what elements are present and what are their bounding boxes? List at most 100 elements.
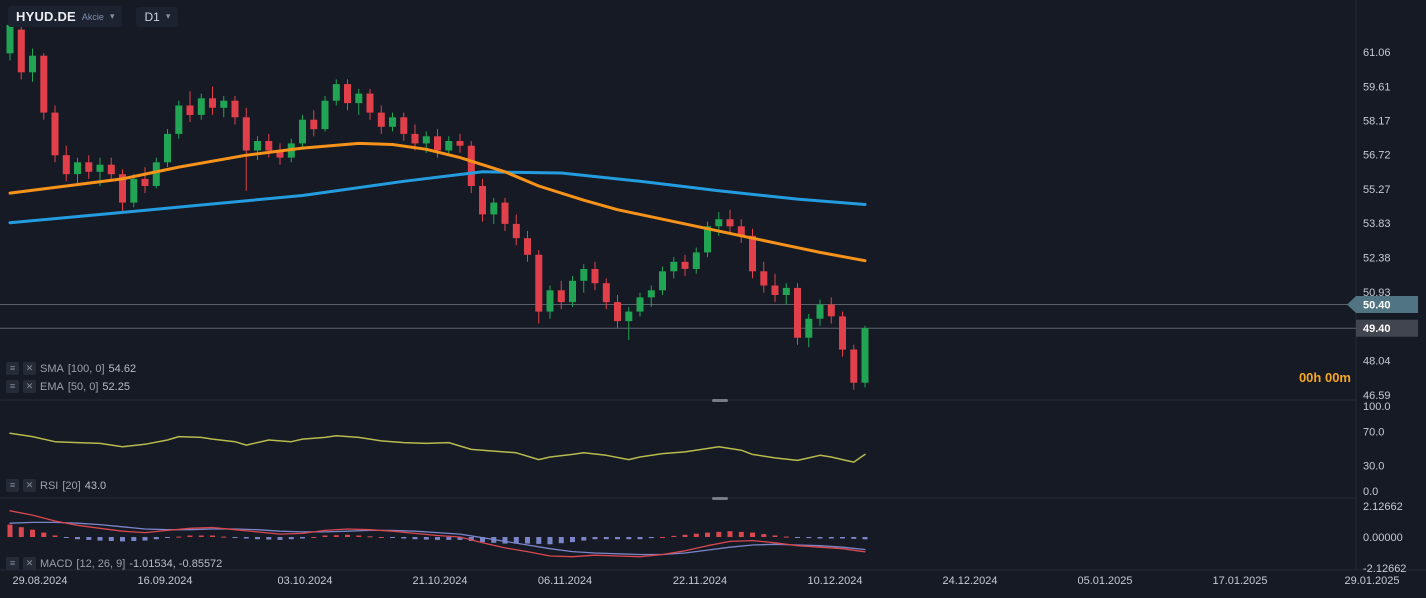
time-tick-label: 06.11.2024 — [538, 575, 592, 587]
legend-macd-value: -1.01534, -0.85572 — [129, 557, 223, 570]
symbol-selector[interactable]: HYUD.DE Akcie ▾ — [8, 6, 123, 27]
level-price-badge[interactable] — [1347, 296, 1418, 313]
time-tick-label: 03.10.2024 — [277, 575, 332, 587]
legend-rsi: ≡ ✕ RSI [20] 43.0 — [6, 478, 106, 493]
timeframe-selector[interactable]: D1 ▾ — [136, 6, 179, 27]
candle-body — [107, 164, 115, 175]
macd-histogram-bar — [682, 534, 688, 537]
macd-line — [9, 510, 866, 558]
settings-icon[interactable]: ≡ — [6, 479, 19, 492]
rsi-tick-label: 100.0 — [1363, 401, 1391, 413]
macd-histogram-bar — [615, 537, 620, 540]
candle-body — [782, 287, 790, 295]
candle-body — [130, 178, 138, 203]
macd-histogram-bar — [401, 537, 407, 539]
close-icon[interactable]: ✕ — [23, 479, 36, 492]
price-tick-label: 58.17 — [1363, 115, 1391, 127]
legend-sma-name: SMA — [40, 362, 64, 375]
time-tick-label: 16.09.2024 — [137, 575, 192, 587]
candle-body — [524, 238, 531, 255]
macd-histogram-bar — [648, 537, 654, 539]
macd-histogram-bar — [705, 532, 710, 537]
candle-body — [569, 280, 576, 303]
candle-body — [512, 223, 520, 239]
close-icon[interactable]: ✕ — [23, 362, 36, 375]
candle-body — [265, 141, 273, 151]
macd-histogram-bar — [288, 537, 294, 540]
macd-histogram-bar — [52, 535, 58, 537]
candle-body — [490, 202, 498, 215]
candle-body — [411, 133, 419, 144]
macd-histogram-bar — [187, 535, 193, 537]
overlay-legends: ≡ ✕ SMA [100, 0] 54.62 ≡ ✕ EMA [50, 0] 5… — [6, 361, 136, 397]
macd-histogram-bar — [581, 537, 587, 541]
time-tick-label: 17.01.2025 — [1212, 575, 1267, 587]
candle-body — [175, 105, 183, 134]
macd-histogram-bar — [806, 537, 812, 539]
price-tick-label: 46.59 — [1363, 390, 1391, 402]
macd-histogram-bar — [772, 535, 778, 537]
candle-body — [366, 93, 374, 113]
ema50-line — [8, 141, 867, 263]
macd-histogram-bar — [63, 537, 69, 538]
candle-body — [74, 162, 81, 175]
macd-histogram-bar — [570, 537, 575, 543]
macd-histogram-bar — [480, 537, 485, 543]
candle-body — [591, 269, 599, 284]
time-tick-label: 24.12.2024 — [942, 575, 997, 587]
macd-histogram-bar — [671, 535, 677, 537]
candle-body — [456, 141, 464, 146]
settings-icon[interactable]: ≡ — [6, 362, 19, 375]
candle-body — [501, 202, 509, 224]
macd-histogram-bar — [232, 537, 238, 538]
candle-body — [535, 254, 543, 312]
candle-body — [85, 162, 93, 172]
candle-body — [692, 252, 700, 269]
candle-body — [434, 136, 441, 151]
macd-histogram-bar — [176, 536, 182, 538]
candle-body — [276, 150, 284, 158]
close-icon[interactable]: ✕ — [23, 380, 36, 393]
candle-body — [557, 290, 565, 303]
sma100-line — [8, 170, 867, 225]
settings-icon[interactable]: ≡ — [6, 557, 19, 570]
time-tick-label: 10.12.2024 — [807, 575, 862, 587]
candle-body — [771, 285, 779, 295]
macd-histogram-bar — [243, 537, 249, 539]
legend-sma-params: [100, 0] — [67, 362, 105, 375]
legend-rsi-name: RSI — [40, 479, 59, 492]
candle-body — [29, 55, 36, 73]
macd-histogram-bar — [446, 537, 452, 540]
close-icon[interactable]: ✕ — [23, 557, 36, 570]
candle-body — [242, 117, 250, 151]
settings-icon[interactable]: ≡ — [6, 380, 19, 393]
price-tick-label: 59.61 — [1363, 81, 1391, 93]
legend-rsi-params: [20] — [62, 479, 81, 492]
macd-histogram-bar — [592, 537, 598, 540]
macd-histogram-bar — [378, 537, 384, 538]
candle-body — [96, 164, 104, 172]
macd-histogram-bar — [435, 537, 440, 540]
macd-histogram-bar — [828, 537, 834, 539]
macd-histogram-bar — [210, 535, 215, 537]
candle-body — [636, 297, 644, 312]
macd-histogram-bar — [165, 537, 170, 538]
time-tick-label: 22.11.2024 — [673, 575, 727, 587]
rsi-tick-label: 30.0 — [1363, 461, 1384, 473]
pane-resize-handle[interactable] — [712, 399, 728, 402]
macd-histogram-bar — [153, 537, 159, 540]
candle-body — [467, 145, 475, 186]
macd-histogram-bar — [817, 537, 823, 539]
candle-body — [332, 84, 340, 101]
macd-histogram-bar — [311, 537, 317, 538]
candle-body — [310, 119, 318, 130]
candle-body — [681, 261, 689, 269]
macd-histogram-bar — [412, 537, 418, 540]
macd-histogram-bar — [840, 537, 845, 539]
macd-histogram-bar — [457, 537, 463, 540]
candle-body — [760, 271, 768, 286]
last-price-badge[interactable] — [1356, 319, 1418, 337]
pane-resize-handle[interactable] — [712, 497, 728, 500]
candle-body — [389, 117, 396, 127]
